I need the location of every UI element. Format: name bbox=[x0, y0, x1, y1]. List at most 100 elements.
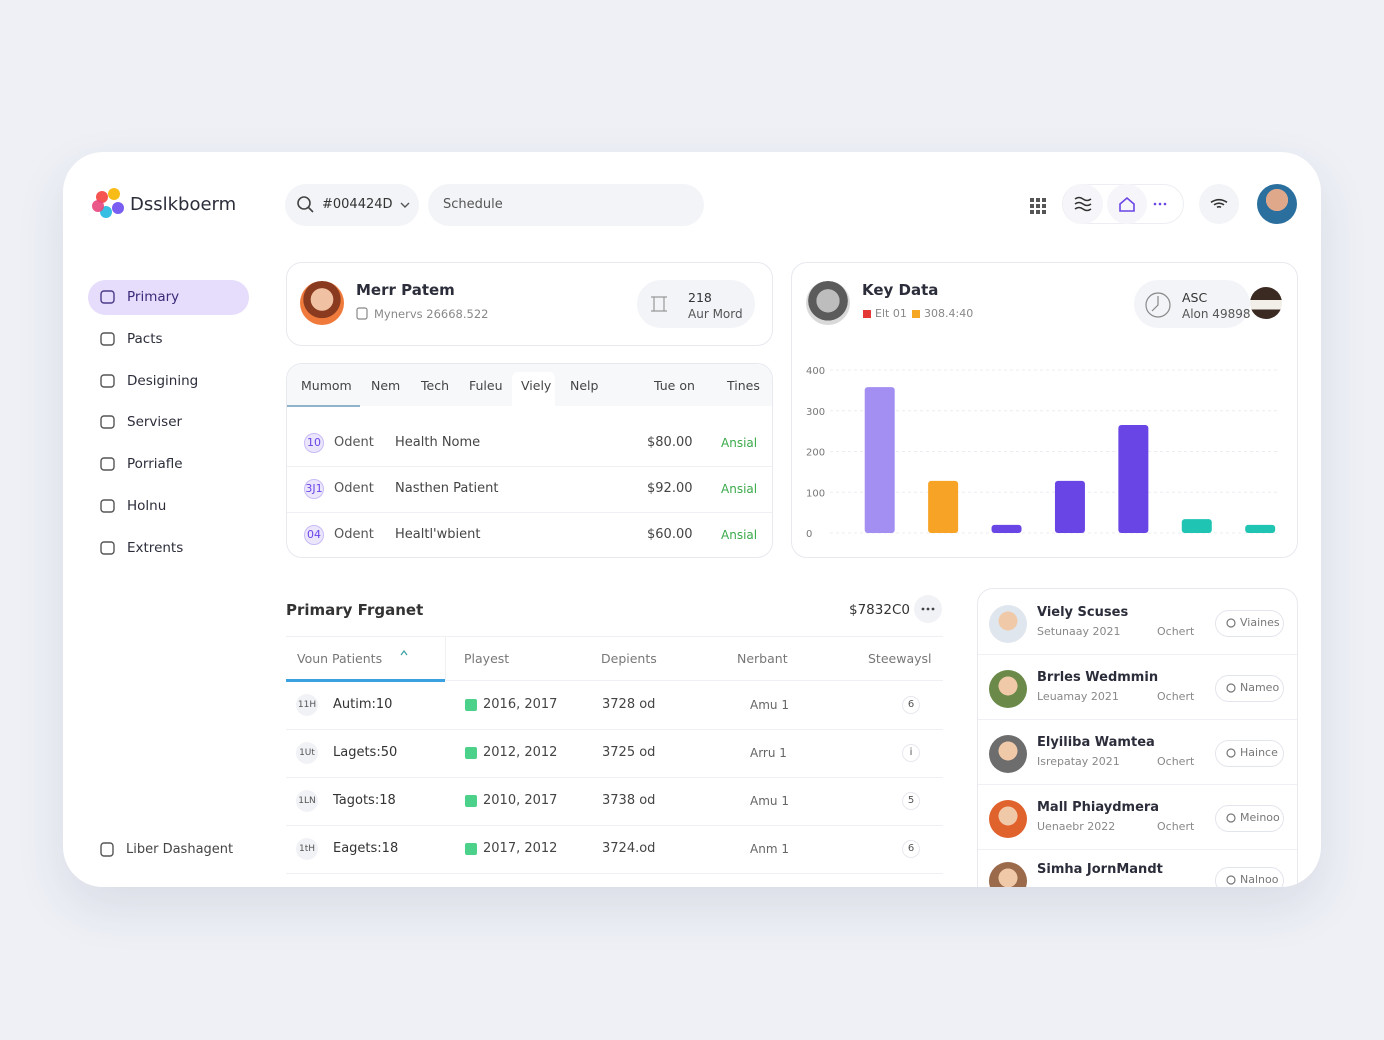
row-end-text: i bbox=[909, 747, 913, 758]
tab[interactable]: Nelp bbox=[570, 378, 599, 393]
row-ward: Arru 1 bbox=[750, 746, 787, 760]
tab[interactable]: Tines bbox=[727, 378, 760, 393]
nav-item[interactable]: Porriafle bbox=[127, 456, 183, 472]
toolbar-button bbox=[1063, 184, 1103, 224]
tab[interactable]: Tech bbox=[421, 378, 449, 393]
contact-action[interactable] bbox=[1215, 675, 1284, 702]
toolbar-button bbox=[1107, 184, 1147, 224]
contact-name: Viely Scuses bbox=[1037, 605, 1129, 620]
badge-label: Alon 49898 bbox=[1182, 307, 1251, 321]
order-status: Ansial bbox=[721, 482, 758, 496]
nav-item[interactable]: Extrents bbox=[127, 540, 184, 556]
dashboard-card: Dsslkboerm #004424D Schedule Primary Pacts De… bbox=[63, 152, 1321, 887]
tab[interactable]: Nem bbox=[371, 378, 401, 393]
nav-item[interactable]: Desigining bbox=[127, 373, 199, 389]
row-count: 3738 od bbox=[602, 793, 656, 808]
order-type: Odent bbox=[334, 527, 374, 542]
schedule-field[interactable] bbox=[428, 184, 704, 226]
contact-date: Isrepatay 2021 bbox=[1037, 755, 1120, 768]
profile-name: Merr Patem bbox=[356, 281, 455, 299]
column-header[interactable]: Voun Patients bbox=[297, 651, 383, 666]
contact-date: Setunaay 2021 bbox=[1037, 625, 1121, 638]
contact-action[interactable] bbox=[1215, 805, 1284, 832]
row-end bbox=[902, 696, 920, 714]
tab[interactable]: Tue on bbox=[654, 378, 695, 393]
order-id: 3J1 bbox=[305, 482, 323, 495]
key-mini-avatar bbox=[1250, 287, 1282, 319]
logo-petal bbox=[96, 191, 108, 203]
footer-link[interactable]: Liber Dashagent bbox=[126, 842, 234, 857]
nav-item[interactable]: Holnu bbox=[127, 498, 167, 514]
tab[interactable]: Mumom bbox=[301, 378, 352, 393]
contact-name: Mall Phiaydmera bbox=[1037, 800, 1160, 815]
contact-action-label[interactable]: Nalnoo bbox=[1240, 873, 1279, 886]
column-header[interactable]: Playest bbox=[464, 651, 510, 666]
tab-underline bbox=[287, 405, 360, 407]
row-badge bbox=[296, 742, 318, 764]
apps-icon bbox=[1030, 204, 1034, 208]
contact-action-label[interactable]: Meinoo bbox=[1240, 811, 1280, 824]
nav-item[interactable]: Primary bbox=[127, 289, 180, 305]
more-button bbox=[914, 595, 942, 623]
apps-icon bbox=[1042, 210, 1046, 214]
legend-swatch bbox=[863, 310, 871, 318]
row-name: Lagets:50 bbox=[333, 745, 398, 760]
contact-divider bbox=[978, 654, 1297, 655]
contact-divider bbox=[978, 719, 1297, 720]
contact-action-label[interactable]: Nameo bbox=[1240, 681, 1280, 694]
nav-item[interactable]: Serviser bbox=[127, 414, 183, 430]
contact-avatar bbox=[989, 800, 1027, 838]
row-badge-text: 1tH bbox=[298, 844, 316, 854]
contact-action-label[interactable]: Viaines bbox=[1240, 616, 1280, 629]
column-header[interactable]: Nerbant bbox=[737, 651, 788, 666]
nav-item[interactable]: Pacts bbox=[127, 331, 163, 347]
row-years: 2012, 2012 bbox=[483, 745, 558, 760]
logo-petal bbox=[112, 202, 124, 214]
row-divider bbox=[286, 729, 943, 730]
nav-active[interactable] bbox=[88, 280, 249, 315]
logo-petal bbox=[108, 188, 120, 200]
order-badge bbox=[304, 479, 324, 499]
nav-icon bbox=[100, 415, 115, 429]
row-badge-text: 1Ut bbox=[299, 748, 315, 758]
contact-action[interactable] bbox=[1215, 740, 1284, 767]
wifi-button bbox=[1199, 184, 1239, 224]
badge-label: Aur Mord bbox=[688, 307, 743, 321]
section-total: $7832C0 bbox=[849, 602, 910, 618]
nav-icon bbox=[100, 499, 115, 513]
row-divider bbox=[287, 512, 772, 513]
row-end-text: 6 bbox=[907, 843, 915, 854]
schedule-placeholder: Schedule bbox=[443, 197, 503, 212]
tab[interactable]: Fuleu bbox=[469, 378, 503, 393]
apps-icon bbox=[1042, 204, 1046, 208]
row-years: 2010, 2017 bbox=[483, 793, 558, 808]
contact-date: Leuamay 2021 bbox=[1037, 690, 1119, 703]
order-badge bbox=[304, 525, 324, 545]
row-ward: Anm 1 bbox=[750, 842, 789, 856]
contact-action-label[interactable]: Haince bbox=[1240, 746, 1278, 759]
apps-icon bbox=[1030, 210, 1034, 214]
order-type: Odent bbox=[334, 481, 374, 496]
brand-name: Dsslkboerm bbox=[130, 194, 237, 215]
order-status: Ansial bbox=[721, 436, 758, 450]
contact-avatar bbox=[989, 735, 1027, 773]
column-header[interactable]: Steewaysl bbox=[868, 651, 932, 666]
column-header[interactable]: Depients bbox=[601, 651, 657, 666]
tab[interactable]: Viely bbox=[521, 378, 552, 393]
row-end bbox=[902, 792, 920, 810]
section-title: Primary Frganet bbox=[286, 601, 424, 619]
row-divider bbox=[286, 777, 943, 778]
legend-swatch bbox=[912, 310, 920, 318]
contact-action[interactable] bbox=[1215, 867, 1284, 887]
profile-sub: Mynervs 26668.522 bbox=[374, 307, 489, 321]
row-badge bbox=[296, 790, 318, 812]
contact-avatar bbox=[989, 670, 1027, 708]
tab-active-bg bbox=[512, 372, 555, 406]
key-avatar bbox=[806, 281, 850, 325]
row-ward: Amu 1 bbox=[750, 794, 789, 808]
logo-petal bbox=[100, 206, 112, 218]
contact-action[interactable] bbox=[1215, 610, 1284, 637]
key-data-card bbox=[791, 262, 1298, 558]
profile-avatar bbox=[300, 281, 344, 325]
